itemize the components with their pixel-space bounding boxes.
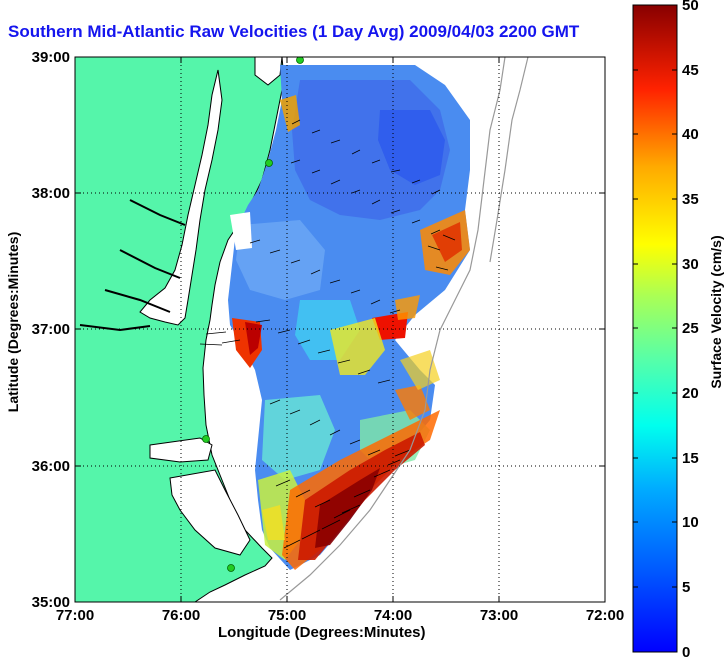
colorbar-label: Surface Velocity (cm/s)	[708, 235, 724, 389]
grid-lines	[75, 57, 605, 602]
station-marker	[227, 564, 235, 572]
lon-tick-labels: 77:00 76:00 75:00 74:00 73:00 72:00	[56, 607, 624, 624]
lat-tick-label: 39:00	[32, 49, 70, 66]
colorbar-gradient	[632, 4, 678, 653]
station-marker	[202, 435, 210, 443]
lon-tick-label: 72:00	[586, 607, 624, 624]
colorbar-tick-label: 20	[682, 385, 699, 402]
station-marker	[265, 159, 273, 167]
x-axis-label: Longitude (Degrees:Minutes)	[218, 624, 426, 641]
lon-tick-label: 74:00	[374, 607, 412, 624]
lat-tick-label: 38:00	[32, 185, 70, 202]
lon-tick-label: 76:00	[162, 607, 200, 624]
map-plot-area	[75, 57, 605, 602]
lat-tick-labels: 39:00 38:00 37:00 36:00 35:00	[32, 49, 70, 611]
colorbar-tick-label: 5	[682, 579, 690, 596]
station-marker	[296, 57, 304, 64]
colorbar-tick-label: 0	[682, 644, 690, 659]
lat-tick-label: 35:00	[32, 594, 70, 611]
colorbar-tick-label: 10	[682, 514, 699, 531]
james-river	[79, 324, 151, 332]
potomac-river	[129, 199, 186, 226]
delaware-bay	[254, 57, 283, 86]
lon-tick-label: 73:00	[480, 607, 518, 624]
colorbar-tick-label: 40	[682, 126, 699, 143]
y-axis-label: Latitude (Degrees:Minutes)	[5, 231, 21, 413]
lon-tick-label: 77:00	[56, 607, 94, 624]
lat-tick-label: 36:00	[32, 458, 70, 475]
colorbar-tick-label: 15	[682, 450, 699, 467]
velocity-field	[228, 65, 470, 570]
pamlico-sound	[169, 469, 251, 556]
colorbar-tick-label: 35	[682, 191, 699, 208]
york-river	[104, 289, 171, 313]
rappahannock-river	[119, 249, 181, 279]
radar-stations	[202, 57, 304, 572]
lon-tick-label: 75:00	[268, 607, 306, 624]
colorbar-tick-label: 25	[682, 320, 699, 337]
colorbar-tick-label: 30	[682, 256, 699, 273]
plot-title: Southern Mid-Atlantic Raw Velocities (1 …	[8, 22, 580, 41]
colorbar-tick-label: 50	[682, 0, 699, 14]
lat-tick-label: 37:00	[32, 321, 70, 338]
velocity-vectors	[199, 119, 456, 549]
bathymetry-contours	[279, 57, 529, 601]
colorbar-ticks	[633, 69, 677, 588]
colorbar: 50 45 40 35 30 25 20 15 10 5 0	[632, 0, 699, 659]
axis-ticks	[75, 57, 605, 602]
colorbar-tick-label: 45	[682, 62, 699, 79]
